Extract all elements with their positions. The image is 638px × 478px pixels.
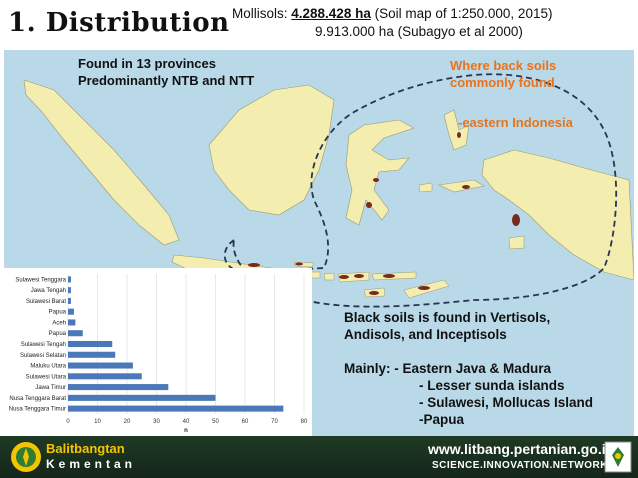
mollisols-area-line-2: 9.913.000 ha (Subagyo et al 2000) xyxy=(315,24,523,39)
bar xyxy=(68,319,76,326)
bar xyxy=(68,405,284,412)
eastern-indonesia-boundary xyxy=(223,73,618,308)
mollisols-area-line: Mollisols: 4.288.428 ha (Soil map of 1:2… xyxy=(232,6,552,21)
category-label: Maluku Utara xyxy=(30,364,66,370)
category-label: Sulawesi Barat xyxy=(26,299,66,305)
bar xyxy=(68,351,116,358)
bar xyxy=(68,297,71,304)
black-soil-callout-line3: -eastern Indonesia xyxy=(458,115,573,130)
mainly-line2: - Lesser sunda islands xyxy=(419,378,565,393)
island-buru xyxy=(418,182,433,193)
black-soil-callout-line2: commonly found xyxy=(450,75,555,90)
mainly-line4: -Papua xyxy=(419,412,465,427)
found-provinces-label: Found in 13 provinces xyxy=(78,56,216,71)
x-axis-label: n xyxy=(184,428,188,434)
predominant-provinces-label: Predominantly NTB and NTT xyxy=(78,73,255,88)
category-label: Sulawesi Tenggara xyxy=(15,277,66,283)
category-label: Sulawesi Tengah xyxy=(21,342,66,348)
island-lombok xyxy=(323,272,335,281)
x-tick-label: 40 xyxy=(183,419,190,425)
bar xyxy=(68,340,113,348)
ministry-name: Kementan xyxy=(46,457,137,471)
bar-chart-svg: 0 10 20 30 40 50 60 70 80 Sulawesi Tenggara Jawa T… xyxy=(9,274,308,434)
black-soil-callout-line1: Where back soils xyxy=(450,58,557,73)
island-sumatra xyxy=(23,79,180,246)
island-aru xyxy=(508,235,525,250)
footer-bar xyxy=(0,436,638,478)
bar xyxy=(68,276,71,283)
mainly-line3: - Sulawesi, Mollucas Island xyxy=(419,395,594,410)
category-label: Jawa Timur xyxy=(35,385,66,391)
mollisols-source: (Soil map of 1:250.000, 2015) xyxy=(370,6,553,21)
category-label: Papua xyxy=(49,331,67,337)
x-tick-label: 50 xyxy=(212,419,219,425)
mainly-line1: Mainly: - Eastern Java & Madura xyxy=(344,361,552,376)
agriculture-logo-icon xyxy=(604,441,632,473)
x-tick-label: 60 xyxy=(242,419,249,425)
black-soil-patches xyxy=(248,132,520,295)
category-label: Papua xyxy=(49,310,67,316)
bar xyxy=(68,384,169,391)
x-tick-label: 20 xyxy=(124,419,131,425)
island-papua xyxy=(481,149,634,281)
bar xyxy=(68,308,74,315)
island-sulawesi xyxy=(345,119,415,226)
bar xyxy=(68,330,83,337)
org-name: Balitbangtan xyxy=(46,441,125,456)
mollisols-value: 4.288.428 ha xyxy=(291,6,371,21)
island-kalimantan xyxy=(208,84,335,216)
category-label: Sulawesi Selatan xyxy=(20,353,66,359)
bar xyxy=(68,373,142,380)
soil-types-line1: Black soils is found in Vertisols, xyxy=(344,310,551,325)
x-tick-label: 30 xyxy=(153,419,160,425)
slide-title: 1. Distribution xyxy=(8,8,230,38)
category-label: Sulawesi Utara xyxy=(26,374,67,380)
tagline: SCIENCE.INNOVATION.NETWORKS xyxy=(432,460,616,471)
mollisols-label: Mollisols: xyxy=(232,6,292,21)
category-label: Jawa Tengah xyxy=(31,288,66,294)
soil-types-line2: Andisols, and Inceptisols xyxy=(344,327,507,342)
bar xyxy=(68,362,133,369)
category-label: Aceh xyxy=(52,320,66,326)
category-label: Nusa Tenggara Timur xyxy=(9,407,66,413)
x-tick-label: 0 xyxy=(66,419,70,425)
balitbangtan-logo-icon xyxy=(11,442,41,472)
bar xyxy=(68,287,71,294)
bar xyxy=(68,394,216,401)
island-halmahera xyxy=(443,109,470,151)
province-bar-chart: 0 10 20 30 40 50 60 70 80 Sulawesi Tenggara Jawa T… xyxy=(4,268,312,438)
category-label: Nusa Tenggara Barat xyxy=(9,396,66,402)
x-tick-label: 70 xyxy=(271,419,278,425)
x-tick-label: 80 xyxy=(301,419,308,425)
x-tick-label: 10 xyxy=(94,419,101,425)
island-seram xyxy=(437,179,485,193)
website-link[interactable]: www.litbang.pertanian.go.id xyxy=(428,441,615,457)
